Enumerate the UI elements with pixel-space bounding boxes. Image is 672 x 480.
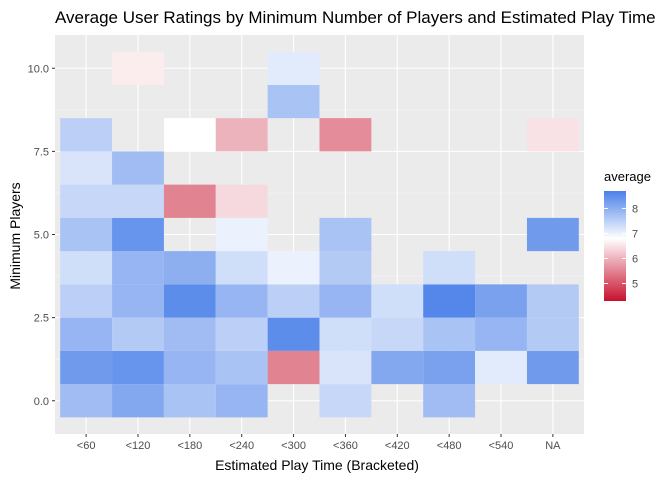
heatmap-cell [163,251,216,285]
heatmap-cell [267,51,320,85]
heatmap-cell [423,317,476,351]
legend-tick-label: 5 [632,279,638,291]
heatmap-cell [475,317,527,351]
heatmap-cell [319,217,372,252]
heatmap-cell [319,251,372,285]
heatmap-cell [526,118,579,152]
heatmap-cell [112,51,164,85]
heatmap-cell [60,118,113,152]
heatmap-cell [215,184,268,218]
heatmap-cell [112,151,164,185]
heatmap-cell [112,350,164,385]
x-tick-label: <360 [333,440,358,452]
x-axis: <60 <120 <180 <240 <300 <360 <420 <480 <540 NA [77,434,561,452]
heatmap-cell [215,284,268,318]
heatmap-cell [371,284,424,318]
heatmap-cell [60,384,113,418]
x-tick-label: <240 [229,440,254,452]
heatmap-cell [215,251,268,285]
x-tick-label: <180 [177,440,202,452]
x-tick-label: <120 [126,440,151,452]
chart-title: Average User Ratings by Minimum Number o… [55,8,656,27]
heatmap-cell [60,284,113,318]
heatmap-cell [60,151,113,185]
heatmap-cell [112,251,164,285]
heatmap-cell [423,350,476,385]
heatmap-cell [319,350,372,385]
heatmap-cell [60,350,113,385]
heatmap-cell [163,350,216,385]
heatmap-cell [423,251,476,285]
y-axis-title: Minimum Players [7,182,23,289]
heatmap-cell [267,84,320,119]
legend-title: average [604,169,651,184]
heatmap-cell [163,317,216,351]
heatmap-cell [163,284,216,318]
heatmap-cell [112,284,164,318]
legend-tick-label: 6 [632,254,638,266]
heatmap-cell [526,284,579,318]
legend-tick-label: 8 [632,204,638,216]
heatmap-cell [526,217,579,252]
heatmap-cell [215,118,268,152]
heatmap-cell [475,350,527,385]
heatmap-cell [267,350,320,385]
heatmap-cell [215,350,268,385]
x-tick-label: <420 [385,440,410,452]
x-tick-label: NA [545,440,561,452]
heatmap-cell [371,350,424,385]
heatmap-cell [526,317,579,351]
x-axis-title: Estimated Play Time (Bracketed) [215,457,419,473]
heatmap-cell [163,118,216,152]
heatmap-cell [319,317,372,351]
heatmap-cell [423,284,476,318]
x-tick-label: <540 [489,440,514,452]
heatmap-cell [60,217,113,252]
legend-tick-label: 7 [632,229,638,241]
y-tick-label: 0.0 [34,396,49,408]
heatmap-cell [163,384,216,418]
heatmap-cell [319,118,372,152]
legend-ticks: 5 6 7 8 [604,204,638,291]
x-tick-label: <300 [281,440,306,452]
heatmap-cell [526,350,579,385]
heatmap-cell [60,184,113,218]
heatmap-cell [423,384,476,418]
heatmap-cell [112,184,164,218]
x-tick-label: <480 [437,440,462,452]
y-tick-label: 7.5 [34,146,49,158]
heatmap-cell [112,217,164,252]
heatmap-cells [60,51,579,418]
heatmap-cell [60,317,113,351]
heatmap-cell [267,251,320,285]
heatmap-cell [475,284,527,318]
y-tick-label: 2.5 [34,313,49,325]
heatmap-cell [319,384,372,418]
heatmap-cell [215,384,268,418]
heatmap-cell [267,284,320,318]
heatmap-cell [215,217,268,252]
heatmap-cell [112,317,164,351]
heatmap-cell [60,251,113,285]
x-tick-label: <60 [77,440,96,452]
heatmap-cell [112,384,164,418]
legend-colorbar [604,191,626,301]
heatmap-cell [371,317,424,351]
heatmap-cell [163,184,216,218]
y-axis: 0.0 2.5 5.0 7.5 10.0 [28,63,55,408]
legend: average 5 6 7 8 [604,169,651,301]
y-tick-label: 5.0 [34,230,49,242]
heatmap-cell [319,284,372,318]
plot-panel [55,35,584,434]
heatmap-cell [267,317,320,351]
heatmap-cell [215,317,268,351]
y-tick-label: 10.0 [28,63,49,75]
